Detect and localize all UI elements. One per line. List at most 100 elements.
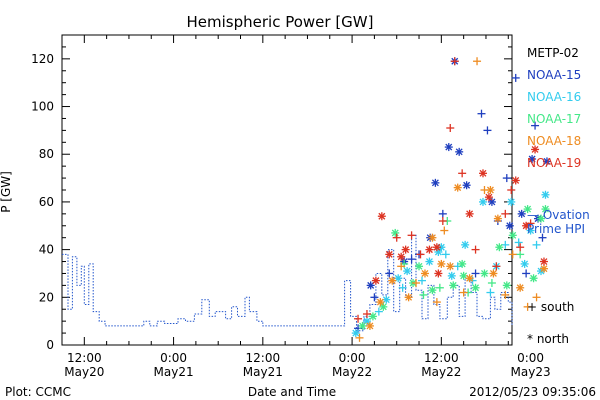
south-marker	[354, 314, 363, 323]
north-marker	[358, 321, 367, 330]
x-tick-label-date: May21	[154, 365, 194, 379]
marker-stroke	[503, 281, 511, 289]
north-marker	[539, 264, 548, 273]
ovation-prime-hpi-line	[62, 234, 513, 332]
south-marker	[385, 269, 394, 278]
north-marker	[541, 190, 550, 199]
marker-stroke	[466, 210, 474, 218]
marker-stroke	[449, 281, 457, 289]
north-marker	[444, 143, 453, 152]
north-marker	[539, 257, 548, 266]
south-marker	[516, 243, 525, 252]
north-marker	[377, 212, 386, 221]
marker-stroke	[542, 205, 549, 213]
marker-stroke	[530, 274, 538, 282]
south-marker	[459, 288, 468, 297]
marker-stroke	[507, 198, 515, 206]
north-marker	[432, 243, 441, 252]
north-marker	[471, 283, 480, 292]
north-marker	[453, 183, 462, 192]
legend-noaa-16: NOAA-16	[527, 90, 581, 104]
legend-metp-02: METP-02	[527, 46, 579, 60]
marker-stroke	[486, 186, 494, 194]
marker-stroke	[537, 215, 545, 223]
north-marker	[458, 259, 467, 268]
north-marker	[465, 209, 474, 218]
series-noaa-15	[354, 57, 551, 333]
south-marker	[522, 269, 531, 278]
marker-stroke	[448, 272, 456, 280]
legend-ovation-line1: — Ovation	[527, 208, 590, 222]
marker-stroke	[461, 241, 469, 249]
north-marker	[425, 257, 434, 266]
y-tick-label: 40	[39, 243, 54, 257]
north-marker	[507, 197, 516, 206]
satellite-markers	[351, 57, 551, 342]
north-marker	[517, 209, 526, 218]
north-marker	[391, 228, 400, 237]
marker-stroke	[494, 215, 502, 223]
north-marker	[516, 283, 525, 292]
north-marker	[529, 274, 538, 283]
marker-stroke	[372, 277, 380, 285]
south-marker	[492, 262, 501, 271]
south-marker	[416, 250, 425, 259]
marker-stroke	[479, 198, 487, 206]
x-axis: 12:00May200:00May2112:00May210:00May2212…	[61, 35, 551, 379]
south-marker	[450, 57, 459, 66]
marker-stroke	[543, 157, 551, 165]
marker-stroke	[434, 248, 442, 256]
north-marker	[428, 233, 437, 242]
south-marker	[532, 240, 541, 249]
north-marker	[401, 245, 410, 254]
y-tick-label: 60	[39, 195, 54, 209]
marker-stroke	[397, 253, 405, 261]
south-marker	[440, 226, 449, 235]
marker-stroke	[460, 272, 468, 280]
marker-stroke	[446, 262, 454, 270]
north-marker	[526, 226, 535, 235]
south-marker	[471, 269, 480, 278]
marker-stroke	[403, 267, 411, 275]
marker-stroke	[527, 227, 535, 234]
x-tick-label-time: 0:00	[517, 351, 544, 365]
north-marker	[376, 298, 385, 307]
marker-stroke	[540, 258, 548, 265]
south-marker	[432, 298, 441, 307]
south-marker	[523, 302, 532, 311]
south-marker	[407, 255, 416, 264]
marker-stroke	[509, 231, 517, 239]
south-marker	[514, 238, 523, 247]
marker-stroke	[425, 258, 433, 265]
north-marker	[385, 250, 394, 259]
legend-noaa-19: NOAA-19	[527, 156, 581, 170]
marker-stroke	[528, 155, 536, 163]
y-tick-label: 20	[39, 290, 54, 304]
marker-stroke	[391, 229, 399, 237]
x-tick-label-date: May22	[332, 365, 372, 379]
north-marker	[449, 281, 458, 290]
north-marker	[415, 262, 424, 271]
north-marker	[542, 157, 551, 166]
south-marker	[507, 186, 516, 194]
marker-stroke	[378, 212, 386, 220]
marker-stroke	[458, 260, 466, 268]
marker-stroke	[385, 250, 393, 258]
south-marker	[407, 231, 416, 240]
legend-south: + south	[527, 300, 574, 314]
north-marker	[351, 329, 360, 338]
marker-stroke	[485, 193, 493, 201]
x-tick-label-time: 12:00	[246, 351, 281, 365]
marker-stroke	[388, 277, 396, 285]
north-marker	[511, 176, 520, 185]
north-marker	[431, 178, 440, 187]
marker-stroke	[540, 265, 548, 273]
legend-noaa-15: NOAA-15	[527, 68, 581, 82]
marker-stroke	[428, 234, 436, 242]
south-marker	[471, 245, 480, 254]
series-noaa-18	[355, 57, 548, 342]
marker-stroke	[479, 169, 487, 177]
south-marker	[435, 283, 444, 292]
x-tick-label-time: 0:00	[160, 351, 187, 365]
